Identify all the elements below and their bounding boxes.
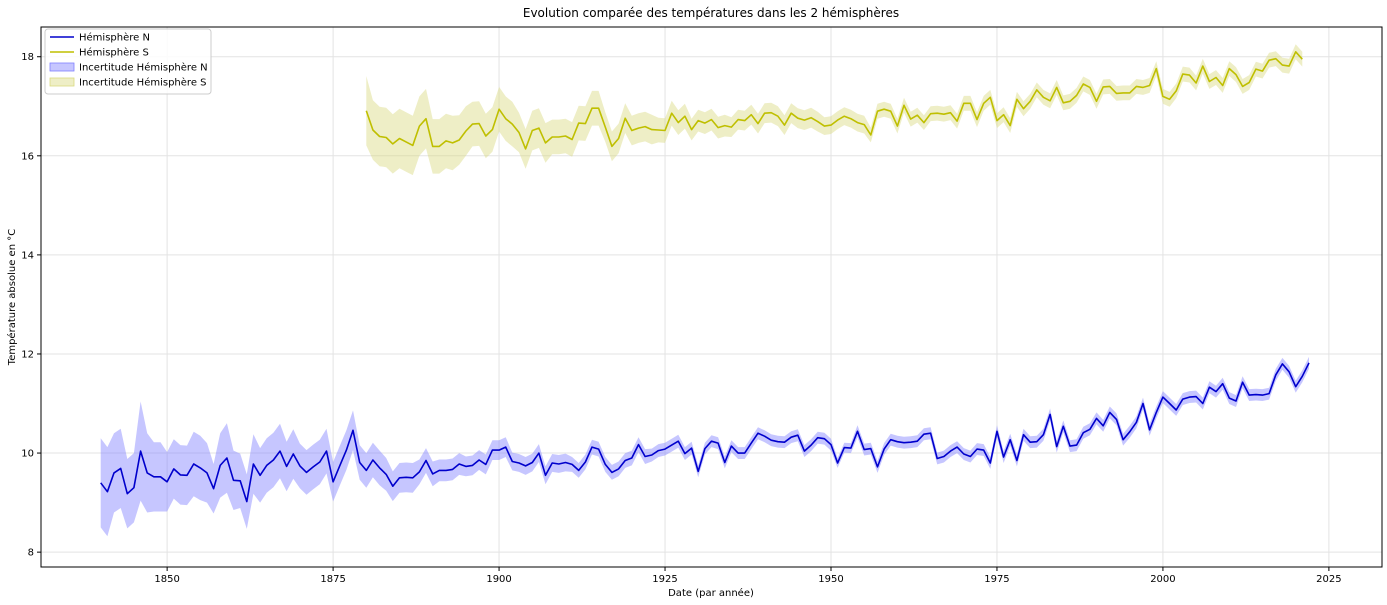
- north-uncertainty-band: [100, 356, 1310, 537]
- uncertainty-bands: [100, 44, 1310, 537]
- x-tick-label: 1875: [320, 574, 345, 585]
- x-tick-label: 2025: [1316, 574, 1341, 585]
- x-tick-label: 2000: [1150, 574, 1175, 585]
- legend-label: Hémisphère S: [79, 47, 149, 59]
- north-hemisphere-line: [100, 362, 1310, 503]
- y-axis-label: Température absolue en °C: [6, 229, 18, 366]
- x-tick-label: 1925: [652, 574, 677, 585]
- x-tick-label: 1850: [154, 574, 179, 585]
- y-tick-label: 14: [21, 250, 34, 261]
- south-uncertainty-band: [366, 44, 1303, 176]
- legend-label: Incertitude Hémisphère S: [79, 77, 207, 89]
- south-hemisphere-line: [365, 50, 1303, 150]
- x-tick-label: 1975: [984, 574, 1009, 585]
- y-tick-label: 8: [28, 548, 34, 559]
- legend-label: Hémisphère N: [79, 32, 150, 44]
- y-tick-label: 10: [21, 449, 34, 460]
- x-tick-label: 1950: [818, 574, 843, 585]
- y-axis-ticks: 8 10 12 14 16 18: [21, 52, 41, 559]
- legend-box: [44, 28, 212, 95]
- y-tick-label: 12: [21, 349, 34, 360]
- x-tick-label: 1900: [486, 574, 511, 585]
- grid-lines: [41, 27, 1382, 567]
- legend-swatch-band: [49, 62, 75, 72]
- chart-title: Evolution comparée des températures dans…: [523, 6, 899, 20]
- x-axis-label: Date (par année): [668, 587, 754, 599]
- legend: Hémisphère N Hémisphère S Incertitude Hémi…: [44, 28, 212, 95]
- legend-label: Incertitude Hémisphère N: [79, 62, 208, 74]
- y-tick-label: 18: [21, 52, 34, 63]
- series-lines: [100, 50, 1310, 503]
- x-axis-ticks: 1850 1875 1900 1925 1950 1975 2000 2025: [154, 567, 1342, 585]
- legend-swatch-band: [49, 77, 75, 87]
- plot-frame: [40, 26, 1383, 568]
- y-tick-label: 16: [21, 151, 34, 162]
